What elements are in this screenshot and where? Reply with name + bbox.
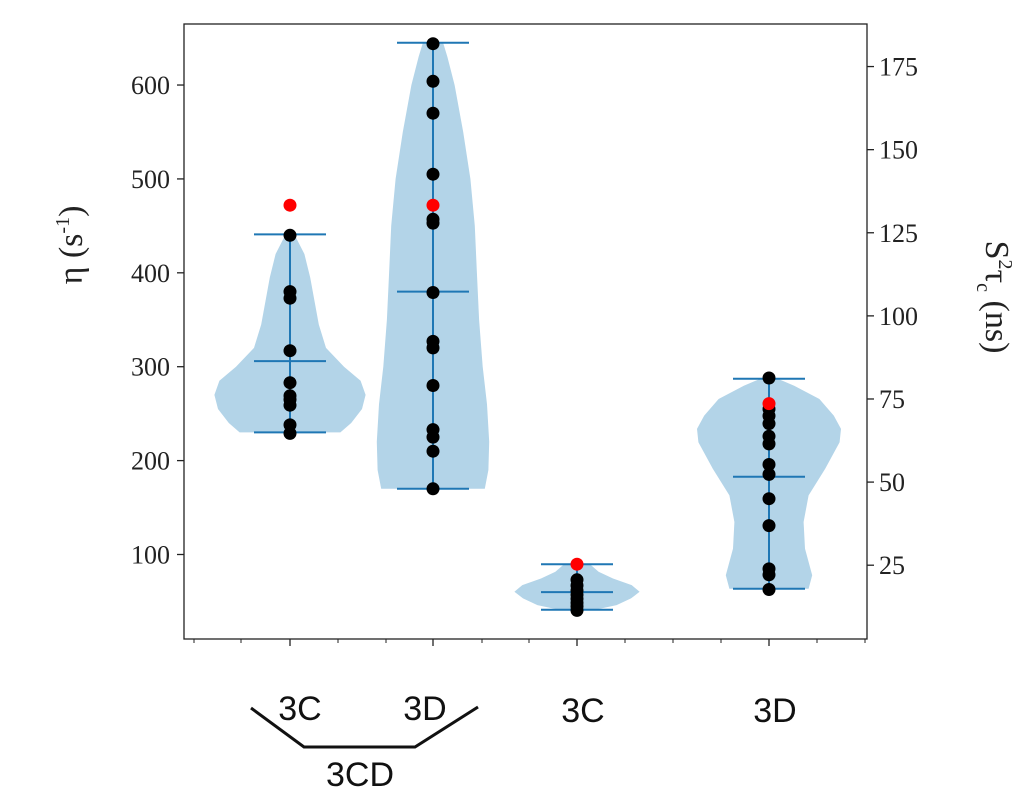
data-point-2-7 (426, 334, 440, 348)
left-tick-label-6: 600 (131, 71, 170, 100)
left-tick-label-5: 500 (131, 165, 170, 194)
highlight-point-1 (283, 198, 297, 212)
right-tick-label-7: 175 (879, 53, 918, 82)
right-axis-label-sup: 2 (994, 259, 1015, 269)
left-axis: 100 200 300 400 500 600 (131, 71, 184, 569)
group-bracket (250, 705, 479, 749)
category-label-2: 3D (403, 690, 446, 728)
left-tick-label-1: 100 (131, 540, 170, 569)
left-tick-label-4: 400 (131, 259, 170, 288)
right-axis-label-end: (ns) (978, 292, 1015, 353)
data-point-4-6 (762, 467, 776, 481)
data-point-1-2 (283, 418, 297, 432)
right-axis-label-sub: c (972, 283, 994, 292)
data-point-2-8 (426, 286, 440, 299)
data-point-2-10 (426, 212, 440, 226)
data-point-4-5 (762, 492, 776, 506)
left-axis-label-base: η (s (53, 234, 90, 285)
data-point-3-8 (570, 573, 584, 587)
data-point-4-1 (762, 583, 776, 596)
data-point-1-5 (283, 389, 297, 403)
highlight-point-4 (762, 397, 776, 411)
violin-1 (214, 198, 366, 440)
left-axis-label-sup: -1 (52, 217, 74, 234)
right-tick-label-3: 75 (879, 385, 905, 414)
data-point-4-9 (762, 429, 776, 443)
left-tick-label-3: 300 (131, 353, 170, 382)
data-point-1-6 (283, 376, 297, 390)
category-label-3: 3C (561, 692, 604, 730)
data-point-2-1 (426, 482, 440, 496)
right-tick-label-4: 100 (879, 302, 918, 331)
data-point-2-4 (426, 423, 440, 437)
left-tick-label-2: 200 (131, 447, 170, 476)
data-point-1-10 (283, 228, 297, 242)
plot-frame (183, 23, 868, 640)
left-axis-label: η (s-1) (52, 206, 90, 285)
data-point-2-12 (426, 106, 440, 120)
violin-2 (376, 37, 490, 496)
group-label: 3CD (326, 756, 394, 794)
data-point-2-11 (426, 167, 440, 181)
violin-layer (214, 37, 841, 617)
highlight-point-3 (570, 557, 584, 571)
right-tick-label-5: 125 (879, 219, 918, 248)
x-axis (193, 639, 866, 646)
data-point-4-13 (762, 371, 776, 385)
right-axis-label-mid: τ (978, 269, 1015, 283)
left-axis-label-end: ) (53, 206, 90, 217)
data-point-4-7 (762, 458, 776, 471)
data-point-4-4 (762, 519, 776, 533)
data-point-1-9 (283, 285, 297, 299)
data-point-1-7 (283, 344, 297, 358)
data-point-4-3 (762, 562, 776, 576)
highlight-point-2 (426, 198, 440, 212)
violin-3 (514, 557, 640, 617)
category-label-4: 3D (753, 692, 796, 730)
right-tick-label-2: 50 (879, 468, 905, 497)
data-point-2-13 (426, 74, 440, 88)
right-axis: 25 50 75 100 125 150 175 (867, 53, 918, 580)
right-tick-label-1: 25 (879, 551, 905, 580)
right-axis-label-base: S (978, 241, 1015, 260)
data-point-2-5 (426, 379, 440, 392)
category-label-1: 3C (278, 690, 321, 728)
violin-4 (697, 371, 841, 596)
right-axis-label: S2τc (ns) (972, 241, 1015, 354)
data-point-2-2 (426, 444, 440, 458)
data-point-2-14 (426, 37, 440, 51)
right-tick-label-6: 150 (879, 136, 918, 165)
